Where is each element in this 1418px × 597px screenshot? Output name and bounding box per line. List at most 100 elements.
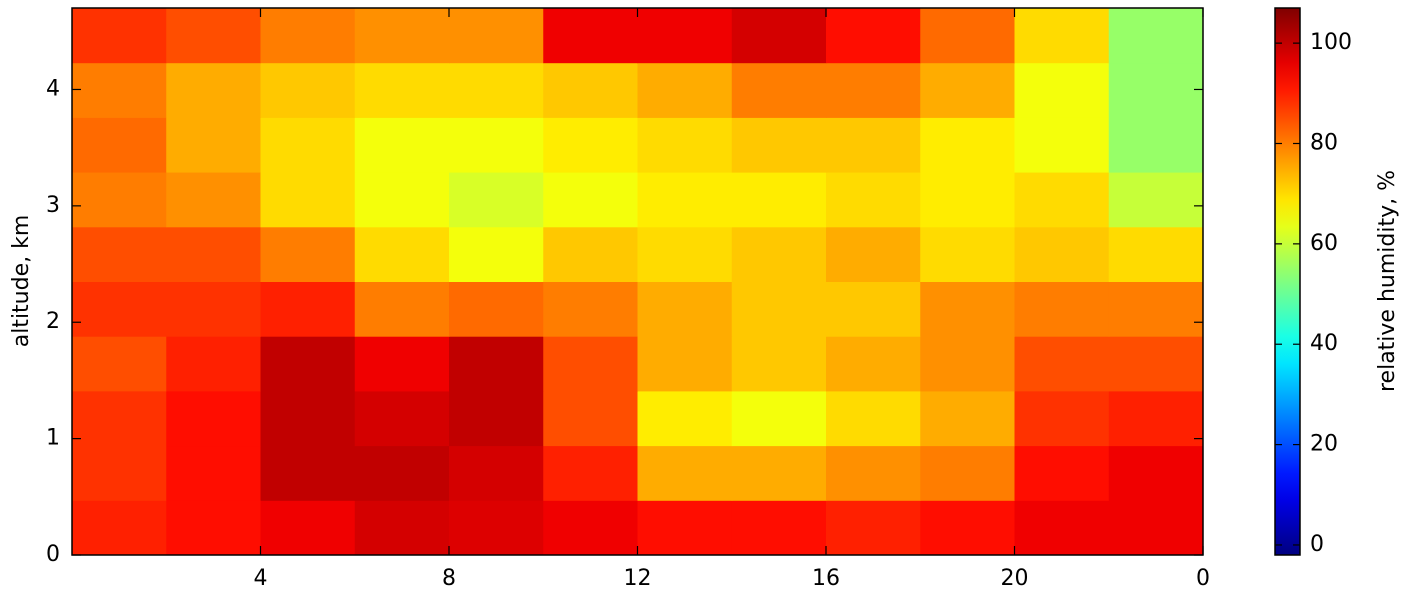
heatmap-cell — [260, 117, 356, 173]
colorbar-tick-label: 40 — [1310, 331, 1338, 356]
heatmap-cell — [166, 8, 261, 64]
x-tick-label: 0 — [1196, 566, 1210, 591]
heatmap-cell — [260, 390, 356, 447]
heatmap-cell — [731, 117, 827, 173]
heatmap-cell — [1014, 500, 1110, 555]
heatmap-cell — [260, 172, 356, 228]
heatmap-cell — [72, 226, 167, 282]
heatmap-cell — [72, 390, 167, 447]
y-tick-label: 1 — [46, 426, 60, 451]
heatmap-cell — [920, 8, 1015, 64]
heatmap-cell — [166, 281, 261, 337]
heatmap-cell — [543, 500, 638, 555]
heatmap-cell — [354, 445, 450, 501]
heatmap-cell — [731, 336, 827, 392]
heatmap-cell — [354, 172, 450, 228]
heatmap-cell — [260, 500, 356, 555]
heatmap-cell — [1014, 445, 1110, 501]
heatmap-cell — [166, 172, 261, 228]
heatmap-cell — [637, 62, 733, 118]
heatmap-cell — [449, 172, 544, 228]
heatmap-cell — [731, 445, 827, 501]
colorbar-tick-label: 100 — [1310, 30, 1352, 55]
heatmap-cell — [920, 500, 1015, 555]
heatmap-cell — [1014, 390, 1110, 447]
heatmap-cell — [637, 281, 733, 337]
heatmap-cell — [1108, 172, 1203, 228]
heatmap-cell — [260, 336, 356, 392]
heatmap-cell — [1108, 445, 1203, 501]
x-tick-label: 4 — [254, 566, 268, 591]
heatmap-cell — [354, 500, 450, 555]
heatmap-cell — [920, 226, 1015, 282]
x-tick-label: 8 — [442, 566, 456, 591]
heatmap-cell — [826, 226, 921, 282]
heatmap-cell — [637, 336, 733, 392]
colorbar-tick-label: 20 — [1310, 432, 1338, 457]
heatmap-cell — [1108, 226, 1203, 282]
heatmap-cell — [354, 62, 450, 118]
heatmap-cell — [354, 336, 450, 392]
heatmap-cell — [449, 62, 544, 118]
heatmap-cell — [1108, 62, 1203, 118]
y-tick-label: 2 — [46, 309, 60, 334]
y-tick-label: 0 — [46, 542, 60, 567]
heatmap-cell — [72, 500, 167, 555]
heatmap-cell — [920, 172, 1015, 228]
heatmap-cell — [260, 226, 356, 282]
heatmap-cell — [166, 336, 261, 392]
colorbar-tick-label: 0 — [1310, 532, 1324, 557]
heatmap-cell — [1014, 281, 1110, 337]
heatmap-cell — [543, 8, 638, 64]
x-tick-label: 16 — [812, 566, 840, 591]
heatmap-cell — [1014, 62, 1110, 118]
heatmap-cell — [637, 117, 733, 173]
heatmap-cell — [72, 172, 167, 228]
heatmap-cell — [826, 336, 921, 392]
heatmap-cell — [920, 281, 1015, 337]
heatmap-cell — [543, 117, 638, 173]
x-tick-label: 12 — [624, 566, 652, 591]
heatmap-cell — [731, 8, 827, 64]
heatmap-cell — [72, 336, 167, 392]
heatmap-cell — [260, 281, 356, 337]
colorbar-tick-label: 60 — [1310, 231, 1338, 256]
heatmap-cell — [1108, 8, 1203, 64]
heatmap-cell — [166, 500, 261, 555]
heatmap-cell — [920, 336, 1015, 392]
heatmap-cell — [449, 117, 544, 173]
heatmap-cell — [1014, 226, 1110, 282]
heatmap-cell — [826, 500, 921, 555]
heatmap-cell — [731, 281, 827, 337]
heatmap-cell — [731, 62, 827, 118]
heatmap-cell — [72, 8, 167, 64]
heatmap-cell — [920, 62, 1015, 118]
heatmap-cell — [637, 390, 733, 447]
heatmap-cell — [731, 390, 827, 447]
heatmap-cell — [637, 172, 733, 228]
heatmap-cell — [1014, 336, 1110, 392]
heatmap-cell — [637, 445, 733, 501]
heatmap-cell — [449, 445, 544, 501]
heatmap-cell — [543, 281, 638, 337]
heatmap-cell — [920, 117, 1015, 173]
y-tick-label: 4 — [46, 76, 60, 101]
heatmap-cell — [1108, 336, 1203, 392]
colorbar-label: relative humidity, % — [1375, 170, 1400, 392]
heatmap — [72, 8, 1203, 555]
colorbar — [1274, 7, 1301, 556]
heatmap-cell — [731, 172, 827, 228]
heatmap-cell — [543, 390, 638, 447]
heatmap-cell — [1014, 172, 1110, 228]
heatmap-cell — [543, 62, 638, 118]
heatmap-cell — [1108, 281, 1203, 337]
heatmap-cell — [920, 390, 1015, 447]
heatmap-cell — [826, 445, 921, 501]
heatmap-cell — [166, 390, 261, 447]
heatmap-cell — [826, 117, 921, 173]
heatmap-cell — [826, 281, 921, 337]
heatmap-cell — [72, 281, 167, 337]
heatmap-cell — [1014, 117, 1110, 173]
